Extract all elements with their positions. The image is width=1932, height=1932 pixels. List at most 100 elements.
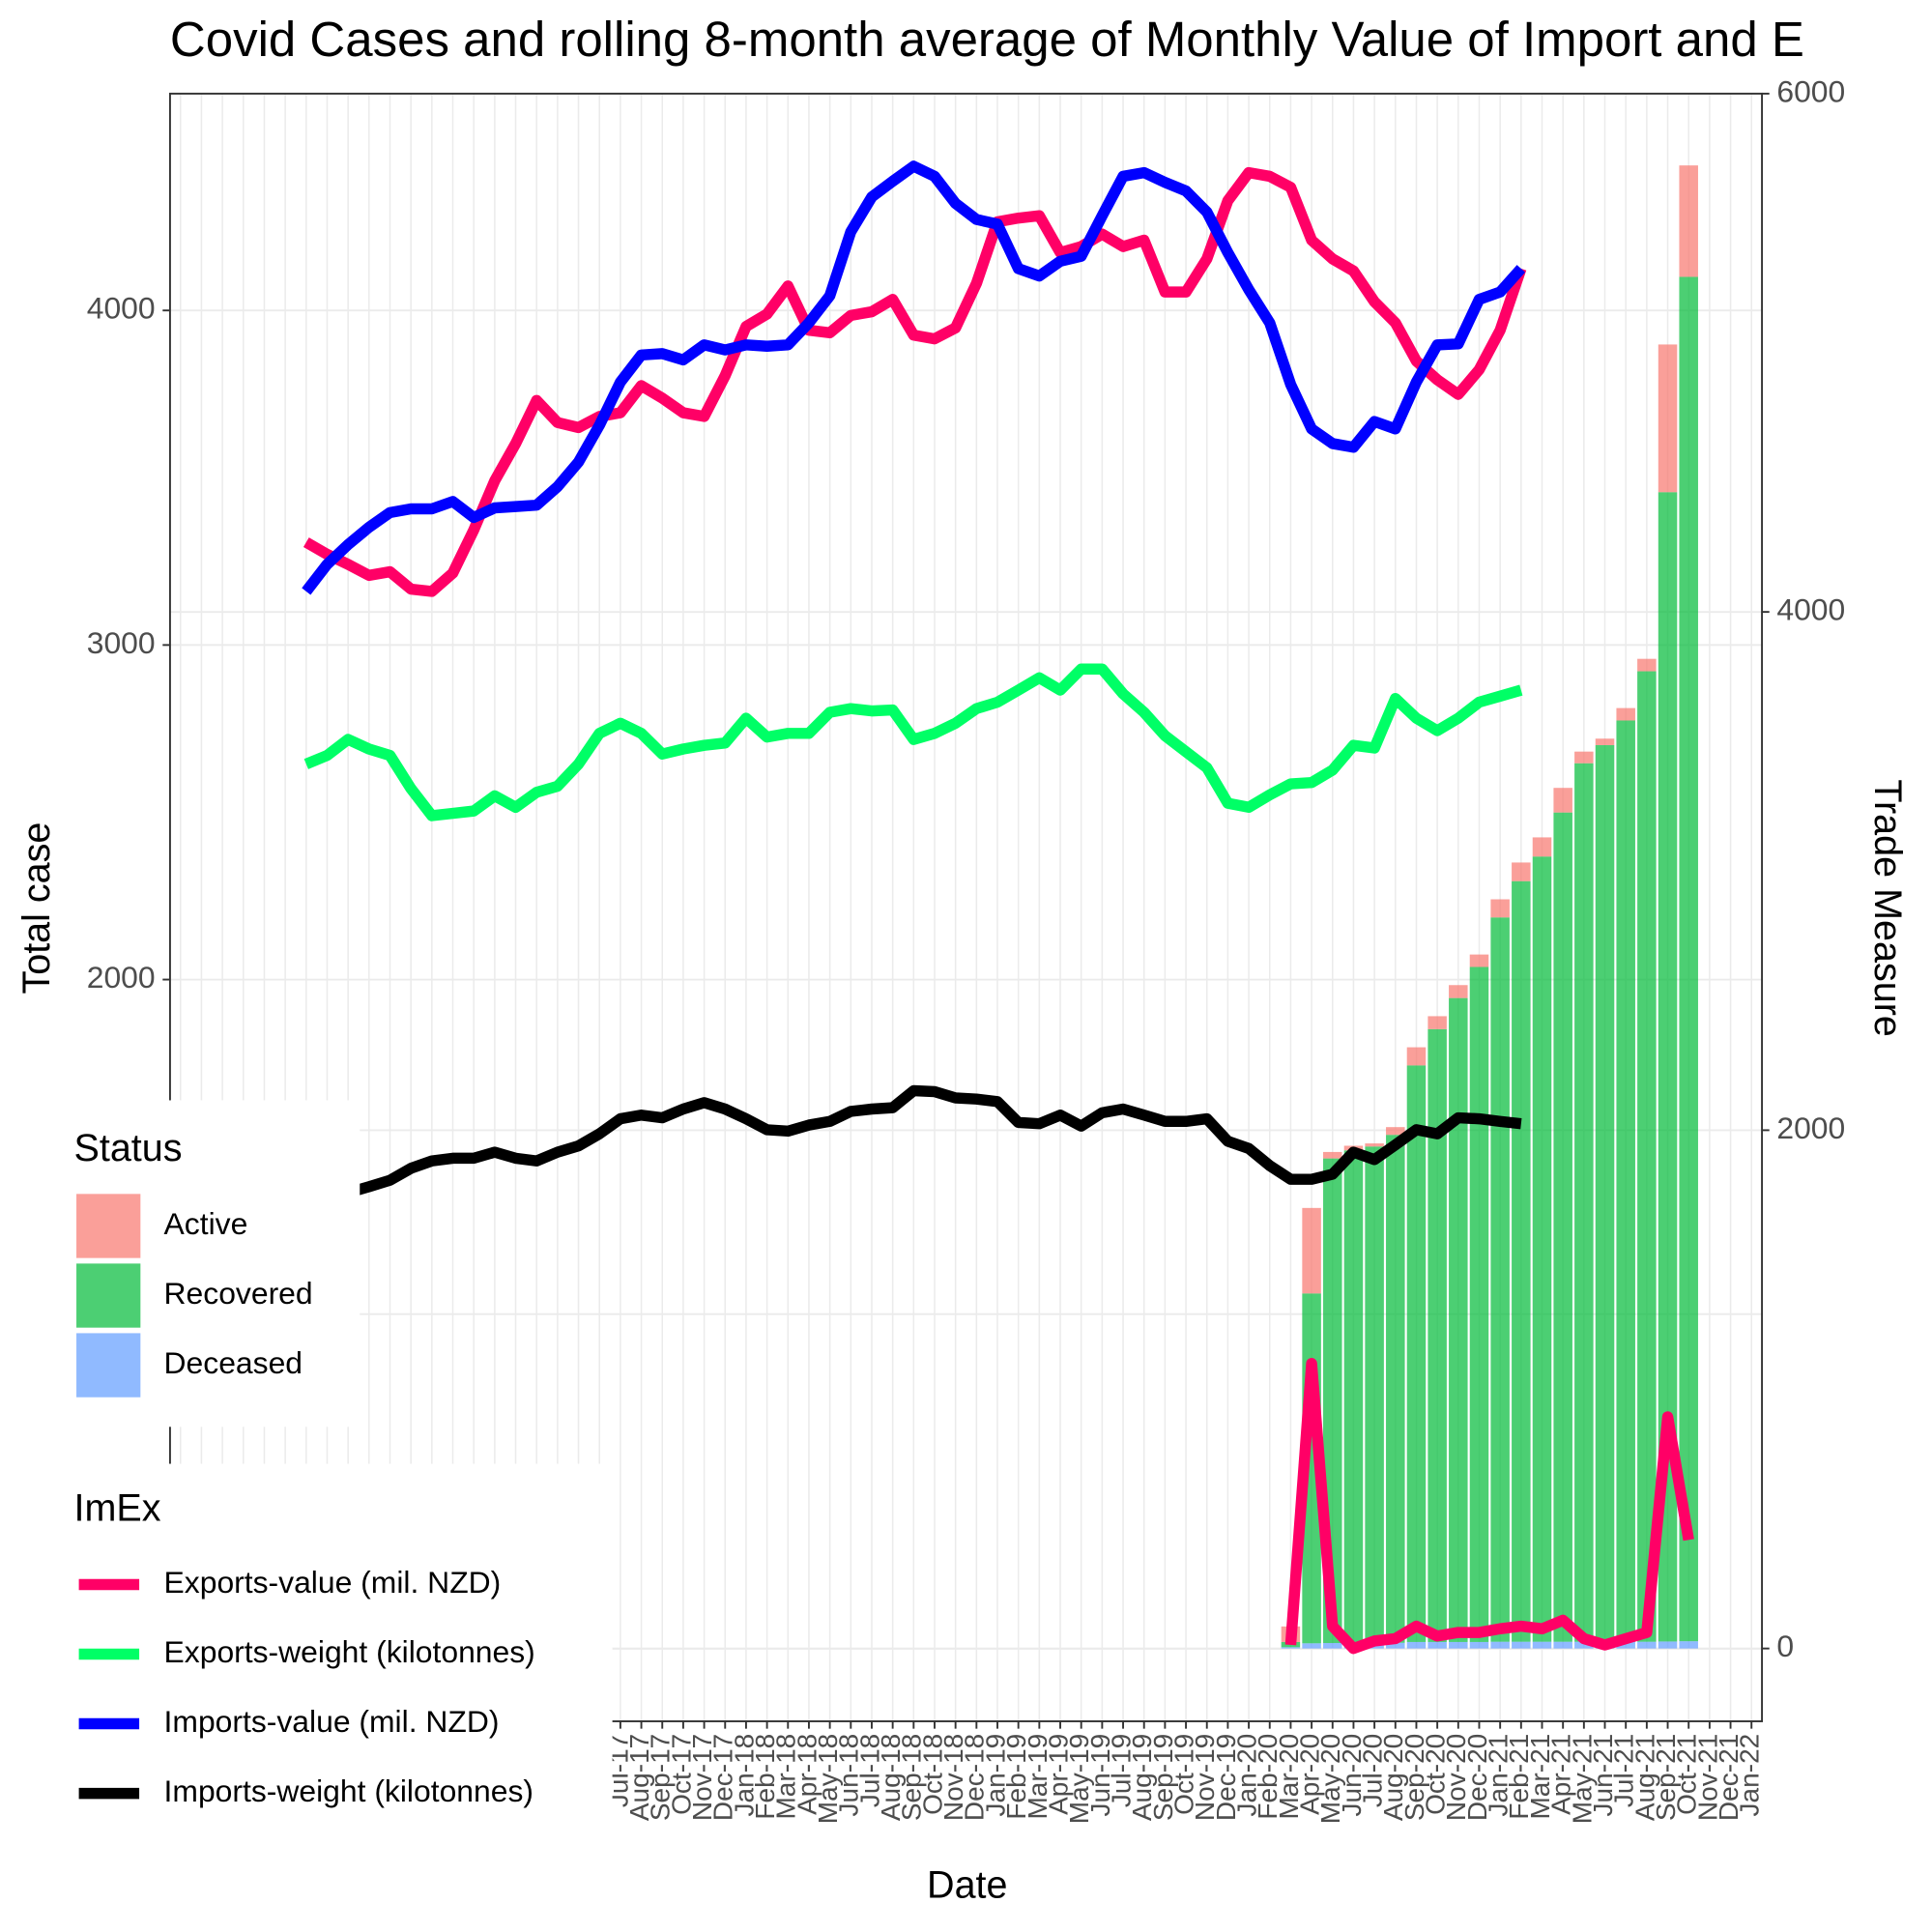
- x-tick-label: Jan-18: [729, 1734, 759, 1817]
- x-tick-label: Apr-18: [792, 1734, 822, 1815]
- x-tick-label: Oct-21: [1672, 1734, 1702, 1815]
- bar-segment: [1449, 985, 1468, 998]
- bar-segment: [1574, 1641, 1594, 1649]
- legend-title: Status: [73, 1127, 182, 1169]
- x-tick-label: Mar-20: [1274, 1734, 1304, 1820]
- x-tick-label: May-20: [1315, 1734, 1345, 1824]
- chart-title: Covid Cases and rolling 8-month average …: [170, 12, 1804, 67]
- legends: Status ImEx Active Recovered Deceased Expor…: [51, 1100, 613, 1854]
- x-tick-label: Mar-19: [1023, 1734, 1053, 1820]
- x-tick-label: Nov-21: [1692, 1734, 1722, 1821]
- bar-segment: [1637, 1641, 1657, 1649]
- bar-segment: [1595, 738, 1615, 745]
- bar-segment: [1406, 1065, 1427, 1642]
- x-tick-label: Jun-19: [1085, 1734, 1115, 1817]
- x-tick-label: Sep-17: [646, 1734, 676, 1821]
- x-tick-label: Dec-19: [1211, 1734, 1241, 1821]
- line: [1284, 1358, 1694, 1655]
- bar-segment: [1406, 1047, 1427, 1066]
- bar-segment: [1302, 1207, 1321, 1294]
- bar-segment: [1406, 1641, 1427, 1649]
- x-tick-label: Feb-20: [1253, 1734, 1283, 1820]
- bar-segment: [1512, 1641, 1531, 1649]
- line: [304, 1084, 1522, 1207]
- bar-segment: [1469, 1641, 1489, 1649]
- x-tick-label: Dec-18: [960, 1734, 990, 1821]
- bar-segment: [1532, 837, 1552, 857]
- x-tick-label: Dec-20: [1462, 1734, 1492, 1821]
- x-tick-label: Feb-21: [1504, 1734, 1534, 1820]
- x-tick-label: Nov-18: [938, 1734, 968, 1821]
- line: [303, 166, 1527, 597]
- x-tick-label: Aug-18: [876, 1734, 906, 1821]
- y2-tick-label: 4000: [1776, 592, 1845, 627]
- x-tick-label: Dec-21: [1714, 1734, 1744, 1821]
- bar-segment: [1616, 1641, 1635, 1649]
- legend-label: Imports-weight (kilotonnes): [164, 1773, 533, 1808]
- bar-segment: [1490, 917, 1510, 1642]
- x-tick-label: Mar-21: [1525, 1734, 1555, 1820]
- legend-key: [76, 1333, 141, 1398]
- y2-tick-label: 0: [1776, 1629, 1794, 1663]
- bar-segment: [1386, 1135, 1405, 1643]
- line: [303, 663, 1523, 822]
- legend-label: Exports-weight (kilotonnes): [164, 1634, 535, 1669]
- bar-segment: [1512, 880, 1531, 1642]
- bar-segment: [1343, 1150, 1364, 1643]
- y-axis-title: Total case: [15, 822, 58, 995]
- legend-title: ImEx: [73, 1486, 160, 1529]
- bar-segment: [1365, 1143, 1384, 1147]
- x-tick-label: Jun-18: [834, 1734, 864, 1817]
- bar-segment: [1553, 1641, 1572, 1649]
- x-tick-label: Nov-20: [1441, 1734, 1471, 1821]
- bar-segment: [1679, 276, 1698, 1642]
- y2-tick-label: 6000: [1776, 73, 1845, 108]
- bar-segment: [1365, 1146, 1384, 1643]
- bar-segment: [1637, 658, 1657, 672]
- bar-segment: [1637, 671, 1657, 1642]
- x-tick-label: Apr-20: [1295, 1734, 1325, 1815]
- bar-segment: [1574, 751, 1594, 764]
- bar-segment: [1302, 1643, 1321, 1649]
- x-tick-label: Oct-20: [1421, 1734, 1451, 1815]
- x-tick-label: Aug-21: [1629, 1734, 1659, 1821]
- x-tick-label: Aug-17: [624, 1734, 654, 1821]
- imex-legend-box: [51, 1463, 613, 1854]
- legend-label: Active: [164, 1206, 248, 1241]
- bar-segment: [1512, 862, 1531, 881]
- x-tick-label: Jan-22: [1735, 1734, 1765, 1817]
- y-tick-label: 3000: [87, 625, 156, 660]
- plot-area: [169, 92, 1763, 1721]
- legend-label: Exports-value (mil. NZD): [164, 1565, 502, 1600]
- y2-axis-title: Trade Measure: [1866, 779, 1909, 1036]
- bar-segment: [1616, 707, 1635, 721]
- x-tick-label: Nov-19: [1190, 1734, 1220, 1821]
- bar-segment: [1532, 856, 1552, 1642]
- x-tick-label: Oct-17: [666, 1734, 696, 1815]
- legend-key: [76, 1194, 141, 1258]
- bar-segment: [1427, 1028, 1447, 1642]
- bar-segment: [1469, 954, 1489, 967]
- bar-segment: [1532, 1641, 1552, 1649]
- x-tick-label: Apr-19: [1043, 1734, 1073, 1815]
- legend-label: Deceased: [164, 1345, 303, 1380]
- bar-segment: [1386, 1127, 1405, 1136]
- x-tick-label: Jul-19: [1106, 1734, 1136, 1807]
- x-tick-label: Sep-19: [1148, 1734, 1178, 1821]
- x-axis-title: Date: [927, 1864, 1007, 1907]
- bar-segment: [1553, 788, 1572, 813]
- x-tick-label: Feb-18: [750, 1734, 780, 1820]
- bar-segment: [1553, 812, 1572, 1642]
- bar-segment: [1658, 344, 1678, 493]
- bar-segment: [1281, 1647, 1301, 1649]
- bar-segment: [1616, 720, 1635, 1642]
- bar-segment: [1658, 1641, 1678, 1649]
- x-tick-label: Dec-17: [708, 1734, 738, 1821]
- x-tick-label: Sep-20: [1399, 1734, 1429, 1821]
- x-tick-label: Jan-19: [980, 1734, 1010, 1817]
- x-tick-label: Aug-19: [1127, 1734, 1157, 1821]
- x-tick-label: Nov-17: [687, 1734, 717, 1821]
- x-tick-label: Feb-19: [1001, 1734, 1031, 1820]
- x-tick-label: Jun-20: [1337, 1734, 1367, 1817]
